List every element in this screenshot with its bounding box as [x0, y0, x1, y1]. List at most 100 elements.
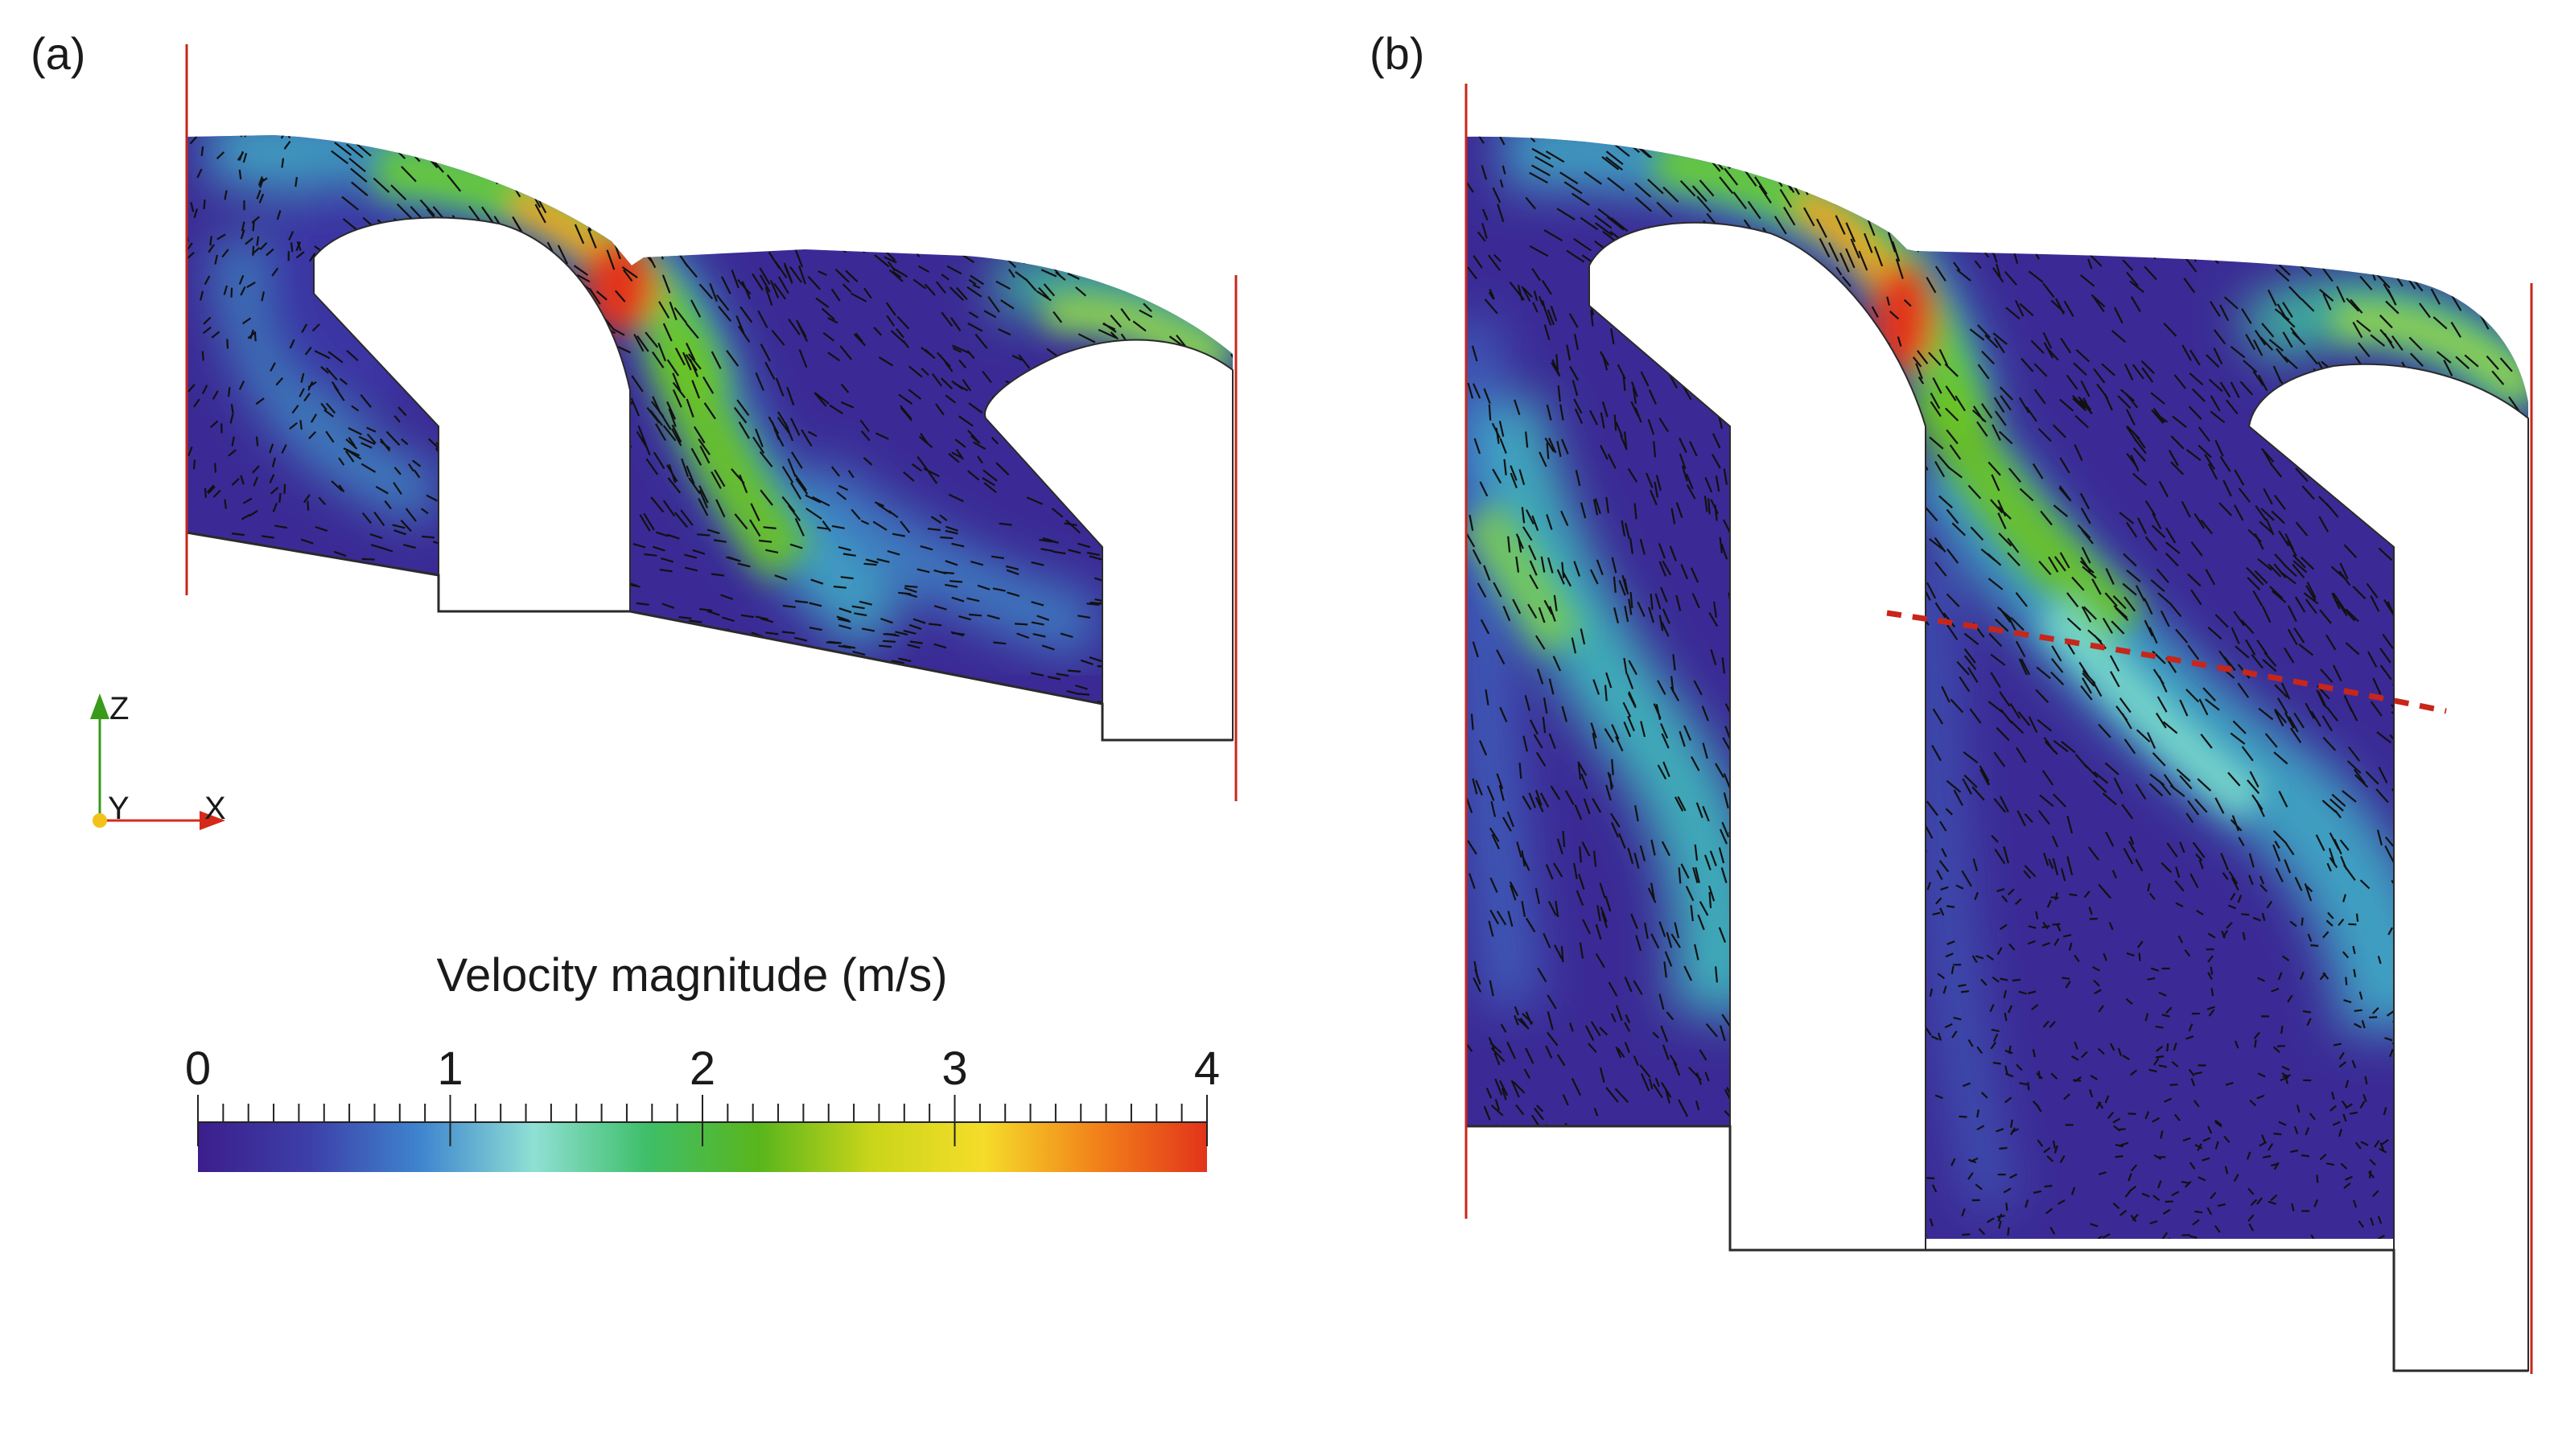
- velocity-vector: [2070, 1055, 2079, 1061]
- velocity-vector: [2168, 450, 2179, 467]
- velocity-vector: [669, 301, 678, 321]
- velocity-vector: [1589, 409, 1598, 426]
- velocity-vector: [2082, 397, 2092, 414]
- velocity-vector: [927, 528, 941, 532]
- velocity-vector: [1527, 603, 1538, 619]
- velocity-vector: [2297, 148, 2306, 157]
- velocity-vector: [2291, 162, 2305, 176]
- velocity-vector: [1651, 1160, 1658, 1177]
- velocity-vector: [1715, 763, 1725, 778]
- velocity-vector: [2259, 875, 2265, 885]
- velocity-vector: [1052, 550, 1066, 555]
- velocity-vector: [918, 265, 930, 274]
- velocity-vector: [1623, 657, 1628, 674]
- velocity-vector: [755, 428, 764, 447]
- velocity-vector: [2193, 1100, 2200, 1108]
- velocity-vector: [2089, 253, 2103, 267]
- velocity-vector: [2060, 337, 2072, 354]
- velocity-vector: [2207, 463, 2218, 480]
- velocity-vector: [1926, 800, 1938, 816]
- velocity-vector: [2123, 847, 2134, 865]
- velocity-vector: [1941, 848, 1947, 858]
- velocity-vector: [2273, 751, 2288, 765]
- velocity-vector: [280, 621, 294, 625]
- velocity-vector: [2111, 330, 2127, 343]
- velocity-vector: [1992, 332, 2008, 345]
- velocity-vector: [1497, 1141, 1509, 1158]
- velocity-vector: [2022, 183, 2036, 196]
- velocity-vector: [2415, 212, 2423, 222]
- velocity-vector: [229, 413, 234, 424]
- velocity-vector: [1514, 1014, 1519, 1026]
- velocity-vector: [227, 596, 241, 601]
- velocity-vector: [376, 585, 390, 590]
- velocity-vector: [1057, 176, 1068, 185]
- velocity-vector: [854, 612, 867, 617]
- velocity-vector: [1130, 183, 1142, 193]
- velocity-vector: [2214, 1141, 2219, 1150]
- velocity-vector: [666, 533, 680, 540]
- velocity-vector: [1472, 383, 1481, 399]
- velocity-vector: [1654, 1192, 1662, 1204]
- velocity-vector: [737, 562, 751, 568]
- velocity-vector: [1031, 601, 1044, 607]
- velocity-vector: [2148, 627, 2158, 644]
- velocity-vector: [2433, 239, 2446, 252]
- velocity-vector: [1882, 198, 1892, 220]
- velocity-vector: [2489, 157, 2500, 175]
- velocity-vector: [2227, 904, 2237, 910]
- velocity-vector: [1052, 164, 1064, 175]
- velocity-vector: [1547, 994, 1557, 1010]
- velocity-vector: [787, 175, 796, 182]
- velocity-vector: [1971, 955, 1978, 964]
- velocity-vector: [1951, 965, 1955, 974]
- velocity-vector: [2161, 1232, 2169, 1240]
- velocity-vector: [1699, 179, 1715, 197]
- velocity-vector: [1660, 586, 1668, 603]
- velocity-vector: [900, 140, 911, 149]
- velocity-vector: [1637, 601, 1646, 617]
- velocity-vector: [1027, 169, 1036, 177]
- velocity-vector: [1124, 228, 1134, 237]
- velocity-vector: [767, 209, 778, 220]
- velocity-vector: [2234, 469, 2245, 486]
- velocity-vector: [698, 135, 711, 152]
- velocity-vector: [2292, 227, 2301, 236]
- velocity-vector: [2527, 306, 2528, 322]
- velocity-vector: [2325, 1162, 2335, 1166]
- velocity-vector: [325, 367, 338, 381]
- velocity-vector: [1605, 150, 1624, 166]
- velocity-vector: [828, 640, 842, 644]
- velocity-vector: [2004, 270, 2018, 286]
- velocity-vector: [604, 693, 618, 697]
- panel-b-label: (b): [1370, 28, 1424, 79]
- velocity-vector: [1961, 870, 1972, 887]
- velocity-vector: [1977, 324, 1991, 339]
- velocity-vector: [2132, 364, 2144, 380]
- velocity-vector: [2016, 810, 2026, 827]
- velocity-vector: [2080, 508, 2091, 524]
- velocity-vector: [1518, 1152, 1531, 1164]
- velocity-vector: [2009, 720, 2025, 734]
- velocity-vector: [2093, 368, 2106, 384]
- velocity-vector: [1229, 208, 1233, 216]
- velocity-vector: [1573, 862, 1578, 879]
- velocity-vector: [2074, 1041, 2078, 1050]
- velocity-vector: [2059, 398, 2074, 412]
- velocity-vector: [1715, 147, 1730, 166]
- velocity-vector: [928, 471, 938, 484]
- velocity-vector: [1525, 431, 1529, 448]
- velocity-vector: [2155, 1055, 2165, 1059]
- velocity-vector: [1998, 430, 2013, 445]
- velocity-vector: [1467, 266, 1477, 280]
- velocity-vector: [1590, 722, 1597, 738]
- velocity-vector: [345, 438, 358, 450]
- velocity-vector: [240, 135, 247, 138]
- velocity-vector: [951, 596, 965, 603]
- velocity-vector: [2416, 263, 2426, 279]
- velocity-vector: [1600, 412, 1605, 429]
- velocity-vector: [1647, 418, 1655, 435]
- velocity-vector: [216, 662, 230, 668]
- velocity-vector: [801, 429, 813, 447]
